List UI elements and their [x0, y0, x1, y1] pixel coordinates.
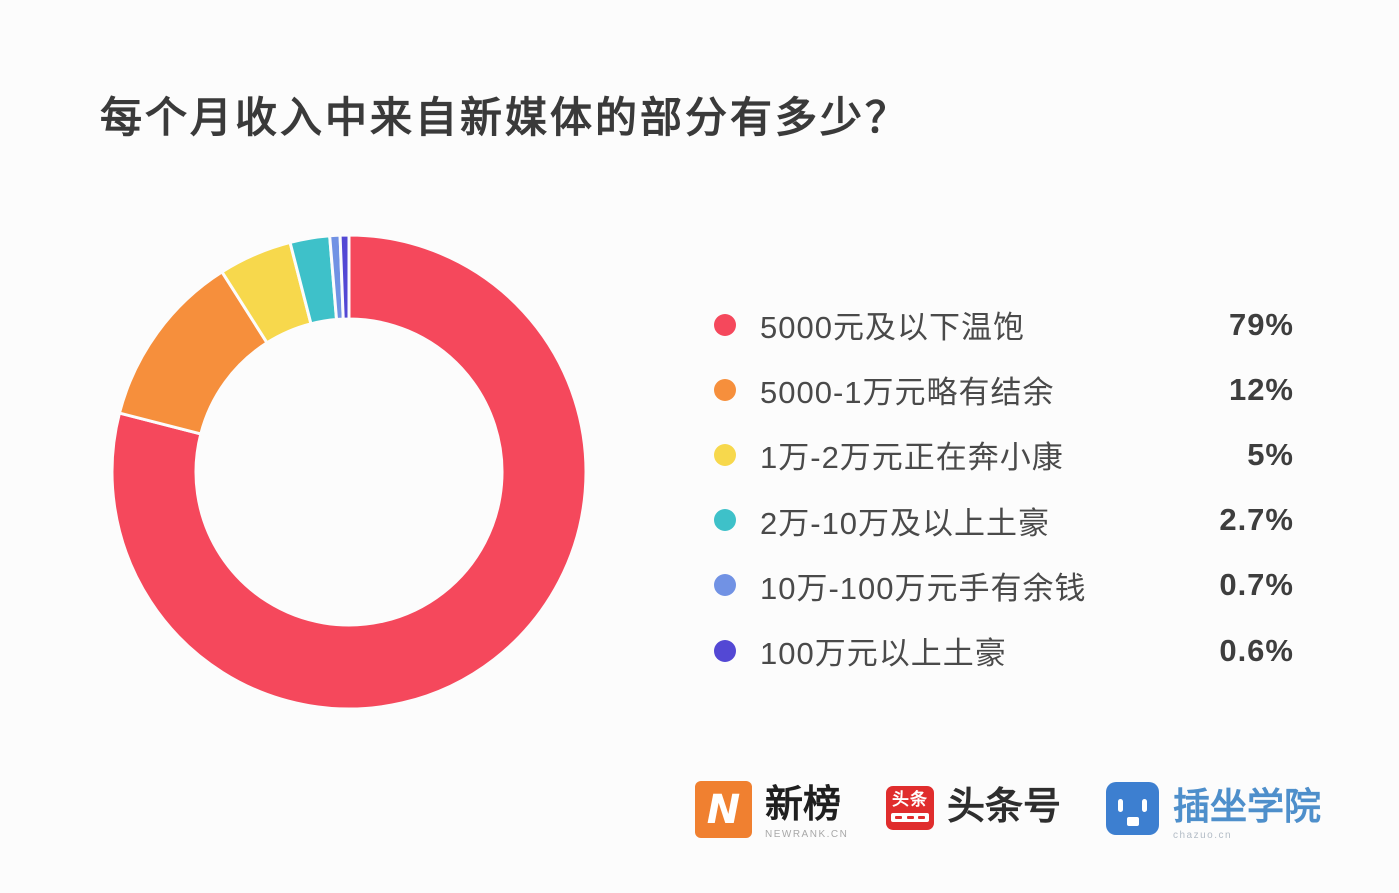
legend-row: 5000-1万元略有结余 12%	[714, 357, 1294, 422]
toutiao-text: 头条号	[947, 788, 1061, 826]
legend-value: 0.7%	[1219, 567, 1294, 603]
donut-slice	[110, 233, 588, 711]
legend-value: 79%	[1228, 306, 1294, 342]
legend-label: 100万元以上土豪	[760, 636, 1007, 672]
toutiao-microtext	[891, 813, 929, 822]
chazuo-name: 插坐学院	[1173, 786, 1321, 827]
legend-label: 5000元及以下温饱	[760, 310, 1025, 346]
legend-dot-icon	[714, 509, 736, 532]
legend-row: 2万-10万及以上土豪 2.7%	[714, 488, 1294, 553]
legend-label: 1万-2万元正在奔小康	[760, 440, 1064, 476]
legend-row: 10万-100万元手有余钱 0.7%	[714, 553, 1294, 618]
legend-row: 5000元及以下温饱 79%	[714, 292, 1294, 357]
chazuo-logo: 插坐学院 chazuo.cn	[1106, 782, 1321, 841]
legend-label: 2万-10万及以上土豪	[760, 505, 1051, 541]
chart-legend: 5000元及以下温饱 79% 5000-1万元略有结余 12% 1万-2万元正在…	[714, 292, 1294, 683]
legend-label: 5000-1万元略有结余	[760, 375, 1055, 411]
chazuo-text: 插坐学院 chazuo.cn	[1173, 788, 1321, 841]
toutiao-icon-text: 头条	[892, 790, 928, 809]
newrank-icon: N	[695, 781, 752, 838]
legend-row: 1万-2万元正在奔小康 5%	[714, 422, 1294, 487]
toutiao-icon: 头条	[886, 786, 934, 830]
legend-label: 10万-100万元手有余钱	[760, 570, 1087, 606]
donut-chart	[110, 233, 588, 711]
legend-value: 12%	[1228, 371, 1294, 407]
donut-slice	[338, 233, 351, 321]
chazuo-eye-icon	[1142, 799, 1147, 812]
legend-dot-icon	[714, 639, 736, 662]
chazuo-mouth-icon	[1126, 817, 1139, 826]
legend-dot-icon	[714, 443, 736, 466]
chazuo-face-icon	[1106, 782, 1159, 835]
chazuo-subtitle: chazuo.cn	[1173, 830, 1233, 841]
legend-dot-icon	[714, 378, 736, 401]
newrank-name: 新榜	[765, 784, 842, 826]
newrank-text: 新榜 NEWRANK.CN	[765, 786, 848, 840]
legend-row: 100万元以上土豪 0.6%	[714, 618, 1294, 683]
toutiao-logo: 头条 头条号	[886, 786, 1061, 830]
legend-dot-icon	[714, 574, 736, 597]
legend-value: 5%	[1247, 436, 1294, 472]
newrank-logo: N 新榜 NEWRANK.CN	[695, 781, 848, 840]
toutiao-name: 头条号	[947, 786, 1062, 828]
legend-dot-icon	[714, 313, 736, 336]
legend-value: 2.7%	[1219, 502, 1294, 538]
legend-value: 0.6%	[1219, 632, 1294, 668]
page-title: 每个月收入中来自新媒体的部分有多少？	[100, 94, 911, 141]
donut-chart-area	[99, 222, 599, 722]
chazuo-eye-icon	[1118, 799, 1123, 812]
newrank-subtitle: NEWRANK.CN	[765, 829, 849, 840]
